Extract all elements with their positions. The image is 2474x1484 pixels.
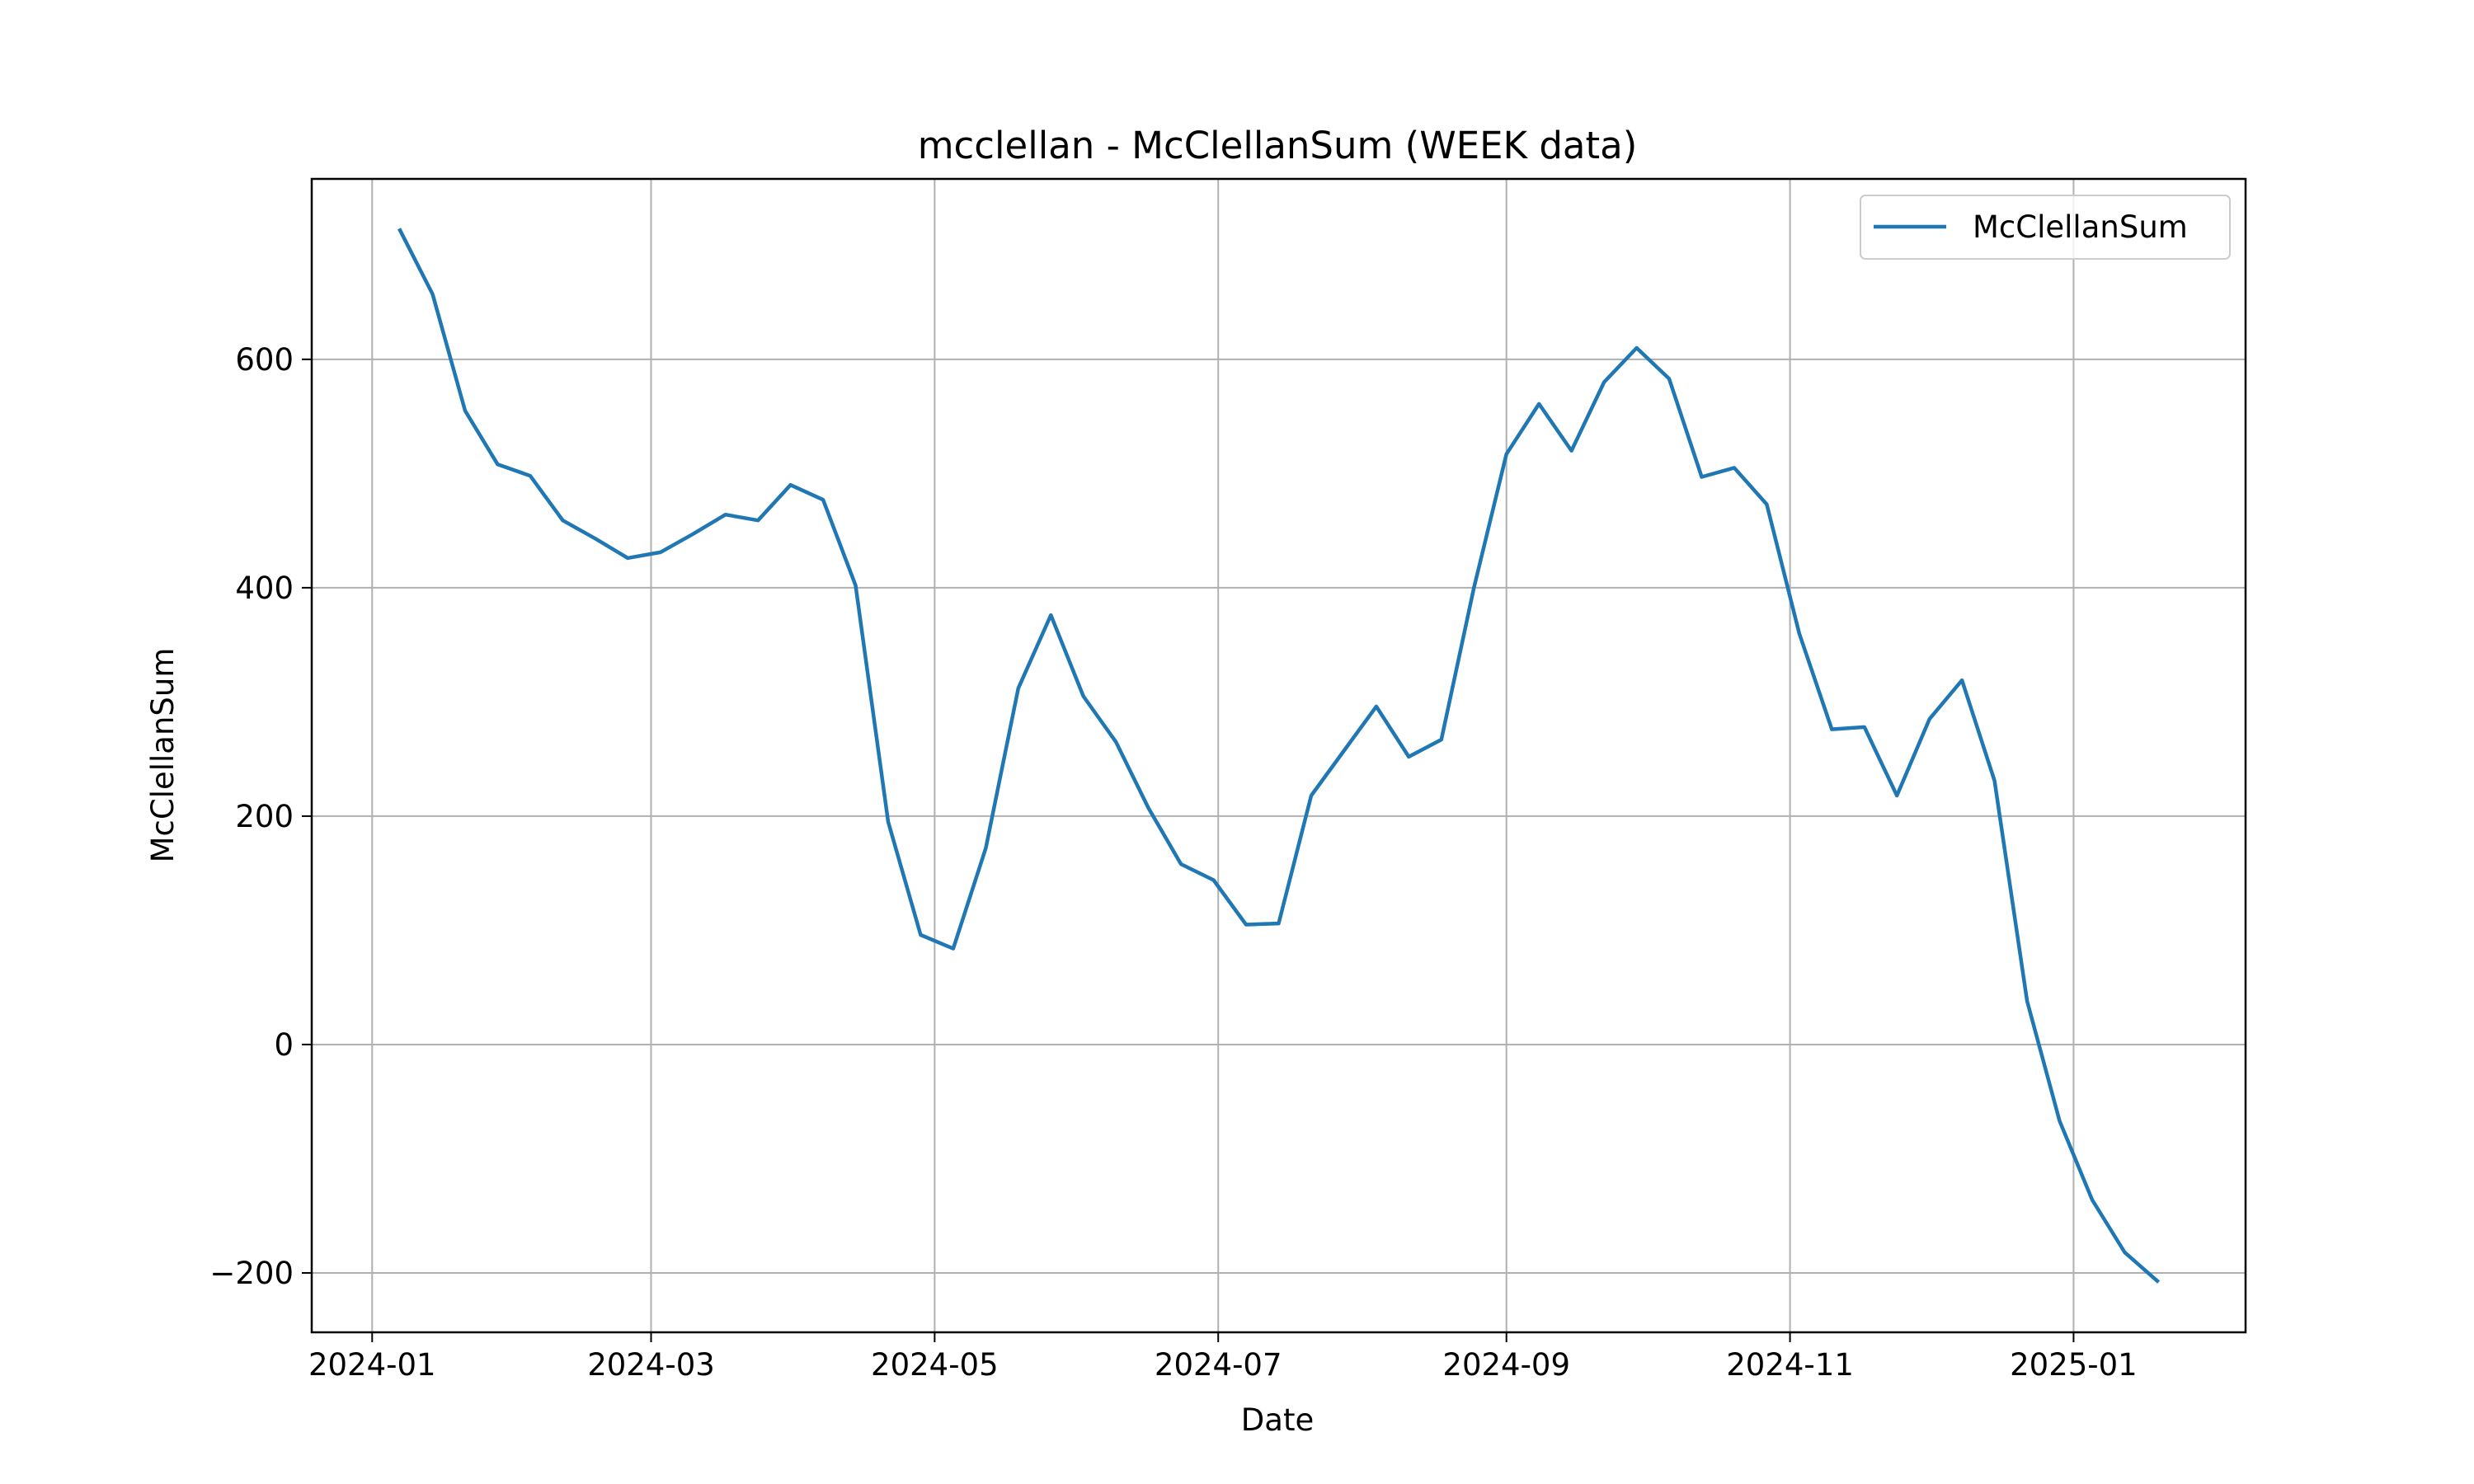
x-tick-label: 2025-01 [2010,1347,2138,1383]
y-tick-label: 400 [235,571,294,606]
x-tick-label: 2024-11 [1726,1347,1854,1383]
x-tick-label: 2024-03 [587,1347,715,1383]
legend: McClellanSum [1860,195,2231,260]
y-tick-label: 200 [235,799,294,834]
y-tick-label: 600 [235,342,294,378]
legend-box [1860,195,2231,260]
x-tick-label: 2024-05 [871,1347,999,1383]
series-line [397,228,2161,1284]
plot-area-frame [310,177,2247,1334]
series-layer [397,228,2161,1284]
legend-label: McClellanSum [1973,209,2188,245]
x-tick-label: 2024-09 [1442,1347,1570,1383]
chart-title: mcclellan - McClellanSum (WEEK data) [918,124,1638,167]
x-tick-label: 2024-07 [1155,1347,1282,1383]
y-axis-ticks: −200 0 200 400 600 [209,342,312,1291]
y-tick-label: 0 [274,1027,294,1063]
y-axis-title: McClellanSum [145,648,181,863]
x-tick-label: 2024-01 [308,1347,436,1383]
x-axis-ticks: 2024-01 2024-03 2024-05 2024-07 2024-09 2024-… [308,1332,2138,1383]
grid-lines [312,179,2246,1332]
x-axis-title: Date [1241,1402,1314,1438]
y-tick-label: −200 [209,1256,294,1291]
